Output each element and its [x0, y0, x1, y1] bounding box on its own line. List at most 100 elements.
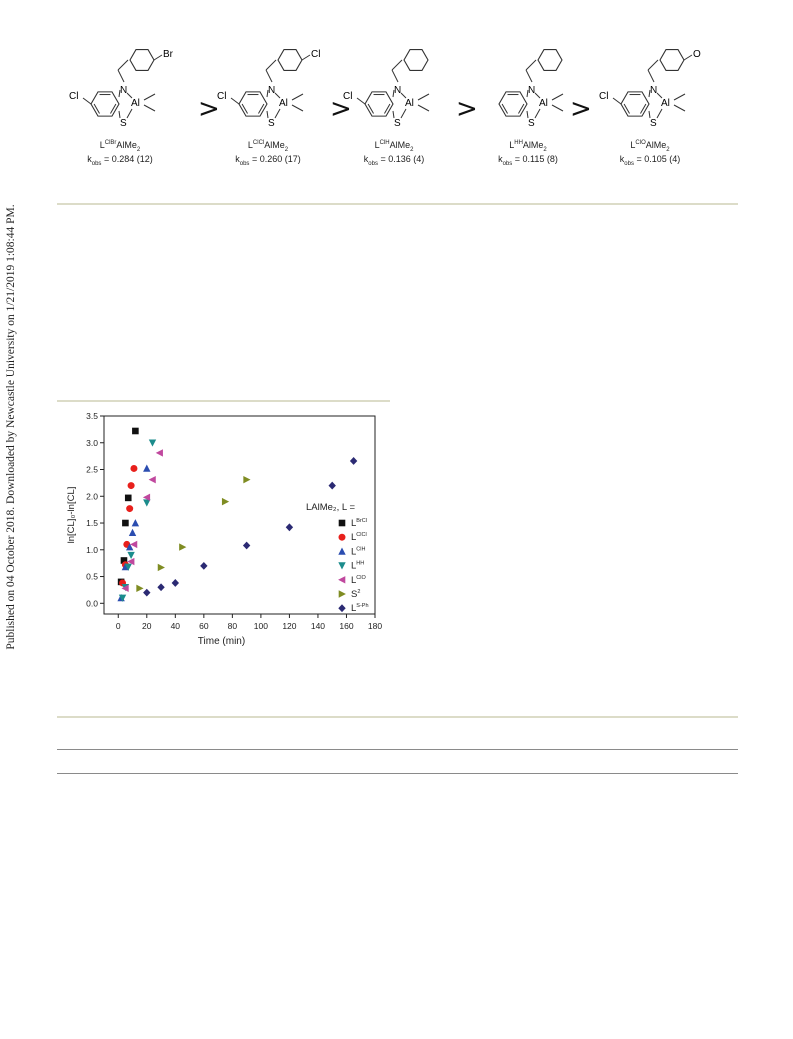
aluminium-label: Al: [279, 98, 288, 109]
legend-marker: [338, 547, 346, 555]
side-note-text: Published on 04 October 2018. Downloaded…: [5, 204, 17, 650]
greater-than-sign: >: [570, 94, 592, 124]
y-tick-label: 0.0: [86, 598, 98, 608]
structure-drawing: N Al S Cl: [343, 49, 430, 129]
legend-entry: LClCl: [351, 532, 367, 543]
reactivity-scheme: N Al S Cl Br LClBrAlMe2 kobs = 0.284 (12) N Al S C…: [60, 38, 740, 178]
x-axis-label: Time (min): [198, 636, 245, 647]
divider-bottom-3: [57, 773, 738, 774]
kobs-value: kobs = 0.260 (17): [235, 154, 301, 167]
data-point: [200, 561, 208, 570]
nitrogen-label: N: [120, 85, 127, 96]
data-point: [221, 497, 230, 506]
compound-name: LHHAlMe2: [509, 140, 547, 153]
data-point: [128, 528, 137, 536]
y-tick-label: 2.0: [86, 491, 98, 501]
x-tick-label: 140: [311, 621, 325, 631]
legend-marker: [338, 562, 346, 570]
kobs-value: kobs = 0.105 (4): [619, 154, 681, 167]
sulfur-label: S: [528, 118, 535, 129]
data-point: [122, 519, 129, 527]
data-point: [136, 584, 144, 593]
chloro-substituent: Cl: [69, 91, 78, 102]
x-tick-label: 40: [171, 621, 181, 631]
compound-3: N Al S Cl LClHAlMe2 kobs = 0.136 (4): [334, 38, 454, 178]
nitrogen-label: N: [268, 85, 275, 96]
y-tick-label: 1.0: [86, 545, 98, 555]
data-point: [127, 557, 135, 566]
data-point: [127, 551, 135, 560]
legend-entry: LBrCl: [351, 518, 367, 529]
data-point: [131, 519, 140, 527]
legend-marker: [338, 604, 346, 613]
kobs-value: kobs = 0.284 (12): [87, 154, 153, 167]
x-tick-label: 180: [368, 621, 382, 631]
x-tick-label: 20: [142, 621, 152, 631]
series-2: [136, 475, 251, 593]
structure-drawing: N Al S Cl O: [599, 49, 701, 129]
legend-entry: LClO: [351, 575, 366, 586]
chloro-substituent: Cl: [217, 91, 226, 102]
nitrogen-label: N: [650, 85, 657, 96]
legend-entry: LS-Ph: [351, 603, 369, 614]
chloro-substituent: Cl: [343, 91, 352, 102]
publication-side-note: Published on 04 October 2018. Downloaded…: [2, 204, 20, 649]
sulfur-label: S: [650, 118, 657, 129]
x-tick-label: 80: [228, 621, 238, 631]
data-point: [243, 475, 251, 484]
data-point: [130, 464, 138, 472]
para-substituent: Br: [163, 49, 174, 60]
data-point: [126, 505, 134, 513]
compound-4: N Al S LHHAlMe2 kobs = 0.115 (8): [468, 38, 588, 178]
data-point: [124, 494, 132, 502]
x-tick-label: 120: [282, 621, 296, 631]
aluminium-label: Al: [405, 98, 414, 109]
para-substituent: O: [693, 49, 701, 60]
greater-than-sign: >: [456, 94, 478, 124]
data-point: [328, 481, 336, 490]
divider-top: [57, 203, 738, 205]
sulfur-label: S: [394, 118, 401, 129]
plot-frame: [103, 415, 376, 615]
para-substituent: Cl: [311, 49, 320, 60]
y-tick-label: 3.0: [86, 438, 98, 448]
legend-marker: [338, 590, 346, 598]
x-tick-label: 100: [254, 621, 268, 631]
y-axis-label: ln[CL]₀-ln[CL]: [66, 487, 77, 544]
data-point: [157, 563, 165, 572]
structure-drawing: N Al S Cl Cl: [217, 49, 320, 129]
y-tick-label: 2.5: [86, 465, 98, 475]
data-point: [127, 482, 135, 490]
legend-title: LAlMe₂, L =: [306, 502, 355, 513]
compound-5: N Al S Cl O LClOAlMe2 kobs = 0.105 (4): [590, 38, 710, 178]
kinetics-figure: 0 20 40 60 80 100 120 140 160 180 0.0 0.5 1.0 1.5 2.0 2…: [60, 408, 400, 658]
divider-bottom-1: [57, 716, 738, 718]
y-tick-label: 0.5: [86, 572, 98, 582]
structure-drawing: N Al S: [498, 49, 564, 129]
divider-figure: [57, 400, 390, 402]
sulfur-label: S: [268, 118, 275, 129]
data-point: [118, 594, 127, 602]
data-point: [143, 499, 151, 507]
legend-marker: [338, 519, 346, 527]
compound-name: LClHAlMe2: [374, 140, 414, 153]
x-tick-label: 160: [339, 621, 353, 631]
sulfur-label: S: [120, 118, 127, 129]
data-point: [157, 583, 165, 592]
kobs-value: kobs = 0.136 (4): [363, 154, 425, 167]
legend-marker: [338, 576, 346, 584]
data-point: [132, 427, 139, 435]
data-point: [130, 540, 138, 549]
aluminium-label: Al: [539, 98, 548, 109]
data-point: [125, 543, 134, 551]
nitrogen-label: N: [528, 85, 535, 96]
legend-marker: [338, 533, 346, 541]
y-tick-label: 1.5: [86, 518, 98, 528]
legend-entry: LClH: [351, 546, 365, 557]
x-tick-label: 0: [116, 621, 121, 631]
data-point: [285, 523, 294, 532]
aluminium-label: Al: [131, 98, 140, 109]
divider-bottom-2: [57, 749, 738, 750]
series-s-ph: [143, 457, 358, 597]
greater-than-sign: >: [198, 94, 220, 124]
